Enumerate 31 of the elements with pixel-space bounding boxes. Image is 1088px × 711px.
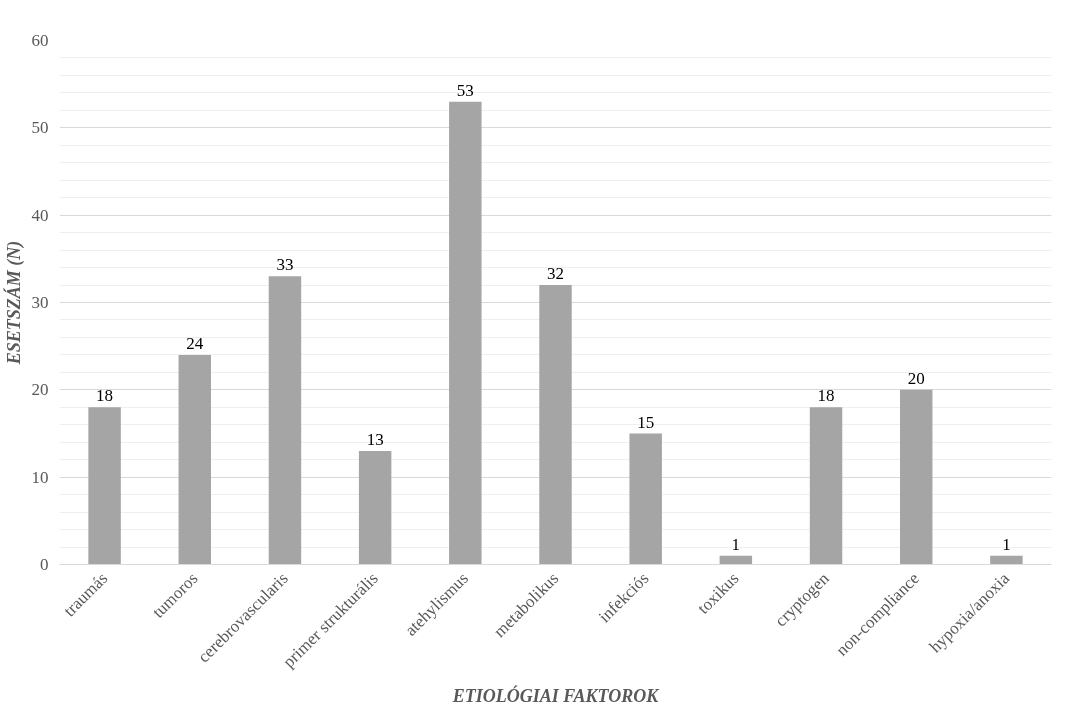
bar — [990, 555, 1023, 565]
data-label: 33 — [276, 255, 294, 275]
data-label: 1 — [1002, 534, 1011, 554]
bar — [449, 101, 482, 565]
bar — [178, 354, 212, 565]
data-label: 13 — [366, 429, 384, 449]
bar — [268, 276, 302, 565]
bar — [809, 407, 843, 565]
data-label: 15 — [637, 412, 655, 432]
data-label: 18 — [817, 386, 835, 406]
bar — [719, 555, 753, 565]
bar — [358, 450, 392, 565]
data-label: 32 — [547, 264, 564, 284]
bar — [539, 285, 572, 565]
data-label: 1 — [731, 534, 741, 554]
y-tick-label: 30 — [31, 293, 49, 312]
y-axis-title: ESETSZÁM (N) — [2, 240, 25, 366]
y-tick-label: 40 — [31, 205, 49, 225]
y-tick-label: 0 — [40, 555, 49, 574]
bar — [899, 389, 933, 565]
y-tick-label: 50 — [31, 118, 49, 138]
y-tick-label: 10 — [31, 467, 49, 487]
y-tick-label: 60 — [31, 31, 49, 50]
data-label: 53 — [456, 80, 474, 100]
data-label: 24 — [186, 333, 204, 353]
data-label: 20 — [907, 368, 925, 388]
bar — [88, 407, 121, 565]
bar — [629, 433, 662, 565]
x-axis-title: ETIOLÓGIAI FAKTOROK — [451, 685, 661, 707]
y-tick-label: 20 — [31, 380, 49, 400]
data-label: 18 — [96, 386, 114, 406]
